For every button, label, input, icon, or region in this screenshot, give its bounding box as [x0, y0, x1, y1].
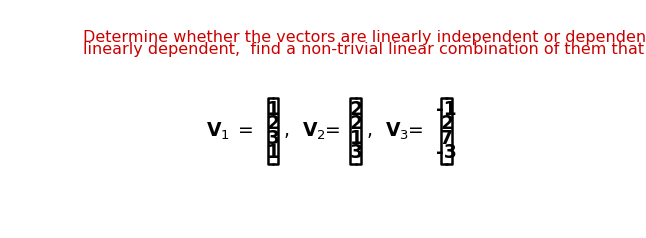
Text: =: = — [238, 121, 254, 140]
Text: =: = — [325, 121, 340, 140]
Text: 3: 3 — [349, 144, 362, 162]
Text: -3: -3 — [436, 144, 457, 162]
Text: $\mathbf{V}_1$: $\mathbf{V}_1$ — [207, 120, 231, 142]
Text: ,: , — [367, 121, 373, 140]
Text: 2: 2 — [349, 114, 362, 133]
Text: 1: 1 — [267, 99, 279, 119]
Text: 2: 2 — [349, 99, 362, 119]
Text: 2: 2 — [440, 114, 453, 133]
Text: 1: 1 — [349, 129, 362, 148]
Text: linearly dependent,  find a non-trivial linear combination of them that is equal: linearly dependent, find a non-trivial l… — [83, 42, 646, 57]
Text: 1: 1 — [267, 144, 279, 162]
Text: ,: , — [284, 121, 290, 140]
Text: 3: 3 — [266, 129, 280, 148]
Text: 7: 7 — [440, 129, 453, 148]
Text: $\mathbf{V}_3$: $\mathbf{V}_3$ — [384, 120, 408, 142]
Text: -1: -1 — [436, 99, 457, 119]
Text: Determine whether the vectors are linearly independent or dependent.  If the vec: Determine whether the vectors are linear… — [83, 30, 646, 45]
Text: $\mathbf{V}_2$: $\mathbf{V}_2$ — [302, 120, 326, 142]
Text: 2: 2 — [266, 114, 280, 133]
Text: =: = — [408, 121, 424, 140]
